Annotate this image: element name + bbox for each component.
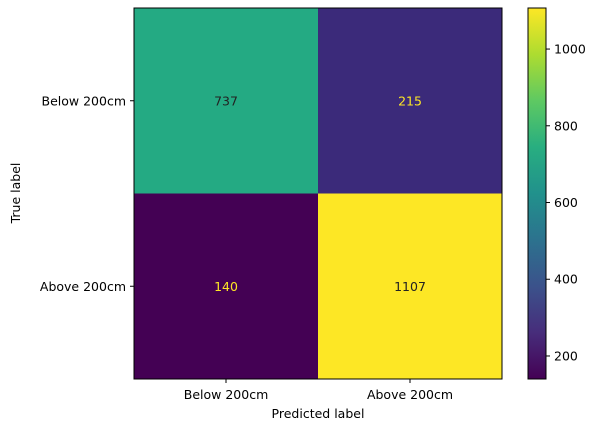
matrix-cell xyxy=(318,193,502,379)
y-axis-label: True label xyxy=(8,163,23,225)
x-axis-ticks: Below 200cm Above 200cm xyxy=(184,379,453,402)
colorbar-tick-label: 400 xyxy=(554,272,578,287)
y-axis-ticks: Below 200cm Above 200cm xyxy=(40,93,134,294)
colorbar-ticks: 200 400 600 800 1000 xyxy=(546,42,586,363)
colorbar-tick-label: 800 xyxy=(554,118,578,133)
cell-value-label: 215 xyxy=(398,93,422,108)
x-tick-label: Below 200cm xyxy=(184,387,269,402)
matrix-frame xyxy=(133,7,503,380)
colorbar-tick-label: 200 xyxy=(554,348,578,363)
matrix-cell xyxy=(318,8,502,194)
x-tick-label: Above 200cm xyxy=(367,387,453,402)
colorbar-tick-label: 600 xyxy=(554,195,578,210)
y-tick-label: Below 200cm xyxy=(42,93,127,108)
cell-value-label: 1107 xyxy=(394,279,426,294)
matrix-cell xyxy=(134,8,318,194)
cell-value-label: 737 xyxy=(214,93,238,108)
matrix-cells: 737 215 140 1107 xyxy=(134,8,502,379)
colorbar-tick-label: 1000 xyxy=(554,42,586,57)
matrix-cell xyxy=(134,193,318,379)
y-tick-label: Above 200cm xyxy=(40,279,126,294)
x-axis-label: Predicted label xyxy=(272,406,365,421)
cell-value-label: 140 xyxy=(214,279,238,294)
colorbar xyxy=(527,7,547,380)
